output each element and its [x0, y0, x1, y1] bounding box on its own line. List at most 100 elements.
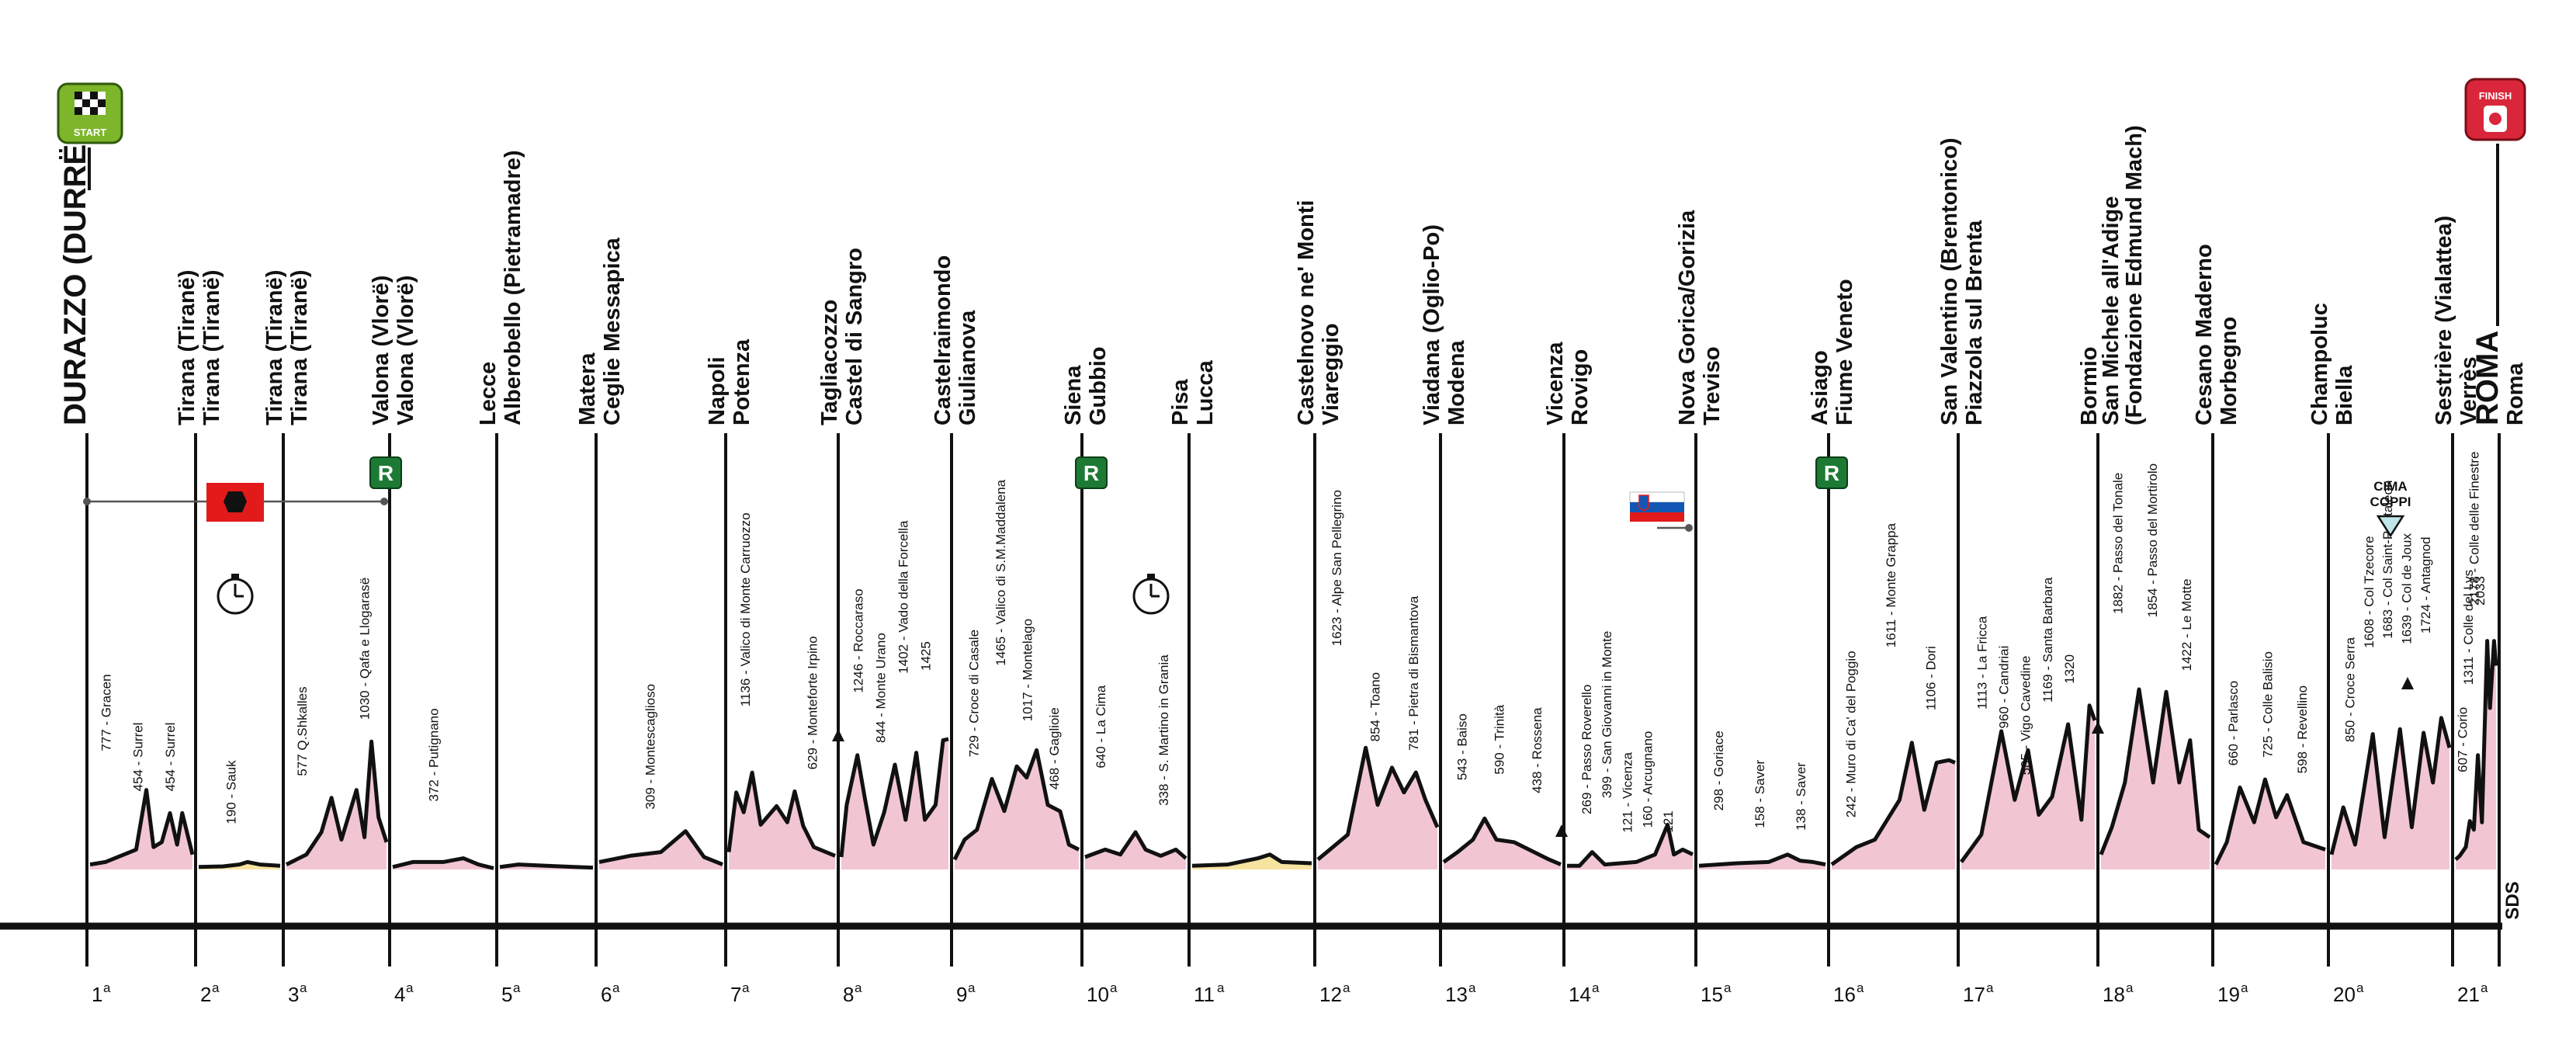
stage-number: 18	[2103, 983, 2125, 1006]
climb-label: 338 - S. Martino in Grania	[1156, 654, 1171, 806]
city-label: Lucca	[1193, 359, 1218, 425]
climb-label: 1465 - Valico di S.M.Maddalena	[993, 479, 1008, 665]
climb-label: 1639 - Col de Joux	[2400, 533, 2415, 644]
city-label: Tagliacozzo	[817, 300, 842, 425]
city-label: Giulianova	[955, 310, 980, 425]
climb-label: 629 - Monteforte Irpino	[806, 636, 820, 769]
stage-13-profile-outline	[1442, 816, 1562, 866]
city-label: Verrès	[2456, 356, 2481, 425]
city-label: Modena	[1444, 340, 1469, 425]
stage-number: 11	[1194, 983, 1215, 1006]
city-label: Ceglie Messapica	[600, 237, 625, 425]
city-label: Gubbio	[1086, 347, 1111, 425]
city-label: Sestrière (Vialattea)	[2432, 216, 2456, 425]
summit-arrow-icon	[2092, 721, 2104, 734]
city-label: (Fondazione Edmund Mach)	[2122, 125, 2147, 425]
climb-label: 844 - Monte Urano	[873, 633, 888, 743]
stage-21-baseline-band	[2456, 869, 2496, 926]
cima-coppi-triangle-icon	[2376, 515, 2405, 538]
stage-ordinal-suffix: a	[300, 980, 307, 995]
city-label: Rovigo	[1568, 349, 1593, 425]
stage-number: 16	[1833, 983, 1856, 1006]
climb-label: 960 - Candriai	[1997, 646, 2012, 729]
climb-label: 160 - Arcugnano	[1641, 731, 1656, 828]
climb-label: 1017 - Montelago	[1021, 619, 1035, 721]
stage-3-profile	[286, 741, 387, 869]
stage-number: 3	[288, 983, 299, 1006]
stage-ordinal-suffix: a	[2241, 980, 2248, 995]
city-label: Matera	[575, 352, 600, 425]
city-label: Viareggio	[1319, 323, 1343, 425]
stage-ordinal-suffix: a	[513, 980, 521, 995]
stage-10-baseline-band	[1085, 869, 1186, 926]
stage-2-profile-outline	[198, 859, 281, 869]
stage-19-profile-outline	[2214, 777, 2326, 866]
climb-label: 850 - Croce Serra	[2343, 637, 2358, 742]
climb-label: 543 - Baiso	[1454, 713, 1469, 780]
city-label: Alberobello (Pietramadre)	[501, 150, 525, 425]
climb-label: 854 - Toano	[1368, 672, 1382, 741]
city-label: Morbegno	[2217, 317, 2241, 425]
climb-label: 1422 - Le Motte	[2179, 578, 2194, 671]
city-label: Vicenza	[1543, 342, 1568, 425]
finish-label: FINISH	[2479, 90, 2512, 102]
stage-20-profile	[2332, 717, 2449, 869]
city-label: Castelnovo ne' Monti	[1294, 200, 1319, 425]
climb-label: 1169 - Santa Barbara	[2040, 577, 2055, 703]
climb-label: 577 Q.Shkalles	[295, 686, 310, 776]
stage-ordinal-suffix: a	[2481, 980, 2488, 995]
stopwatch-icon	[1132, 574, 1170, 615]
city-label: Treviso	[1700, 346, 1725, 425]
stage-ordinal-suffix: a	[742, 980, 750, 995]
city-label: Siena	[1061, 365, 1086, 425]
city-label: Bormio	[2077, 347, 2102, 426]
stage-13-baseline-band	[1444, 869, 1561, 926]
stage-7-profile-outline	[726, 770, 836, 858]
stage-number: 19	[2217, 983, 2240, 1006]
climb-label: 590 - Trinità	[1493, 704, 1507, 774]
city-label: DURAZZO (DURRËS)	[58, 113, 92, 425]
stage-number: 7	[730, 983, 741, 1006]
city-label: Cesano Maderno	[2192, 244, 2217, 425]
climb-label: 1724 - Antagnod	[2418, 536, 2433, 633]
stage-9-baseline-band	[955, 869, 1079, 926]
city-label: Biella	[2332, 365, 2357, 425]
climb-label: 660 - Parlasco	[2226, 681, 2241, 766]
cima-coppi-label: CIMA COPPI	[2370, 479, 2411, 509]
stage-ordinal-suffix: a	[1343, 980, 1350, 995]
summit-arrow-icon	[2401, 677, 2414, 689]
stage-12-baseline-band	[1318, 869, 1437, 926]
city-label: Roma	[2503, 363, 2528, 425]
stage-ordinal-suffix: a	[1724, 980, 1732, 995]
stage-ordinal-suffix: a	[2356, 980, 2364, 995]
stage-19-baseline-band	[2216, 869, 2325, 926]
climb-label: 2178 - Colle delle Finestre	[2467, 452, 2482, 606]
stage-15-baseline-band	[1699, 869, 1825, 926]
cima-coppi-marker: CIMA COPPI	[2370, 479, 2411, 538]
climb-label: 598 - Revellino	[2295, 685, 2310, 773]
stage-ordinal-suffix: a	[855, 980, 862, 995]
stage-20-baseline-band	[2332, 869, 2449, 926]
rest-day-label: R	[378, 461, 394, 485]
climb-label: 1106 - Dori	[1923, 646, 1938, 710]
stage-5-baseline-band	[500, 869, 593, 926]
climb-label: 309 - Montescaglioso	[643, 684, 658, 810]
stage-ordinal-suffix: a	[1110, 980, 1118, 995]
profile-fills	[0, 641, 2502, 930]
city-label: Pisa	[1168, 378, 1193, 425]
stage-number: 8	[843, 983, 854, 1006]
stage-number: 5	[501, 983, 512, 1006]
stage-3-baseline-band	[286, 869, 387, 926]
stage-number: 4	[394, 983, 405, 1006]
city-label: Valona (Vlorë)	[369, 276, 394, 425]
stage-ordinal-suffix: a	[1592, 980, 1600, 995]
city-label: Tirana (Tiranë)	[199, 270, 224, 425]
climb-label: 1608 - Col Tzecore	[2362, 536, 2377, 647]
albania-flag-icon	[206, 483, 264, 522]
stage-number: 21	[2457, 983, 2480, 1006]
stage-number: 13	[1445, 983, 1468, 1006]
stage-11-profile-outline	[1191, 852, 1312, 868]
climb-label: 454 - Surrel	[163, 723, 178, 792]
climb-label: 1320	[2062, 654, 2077, 684]
